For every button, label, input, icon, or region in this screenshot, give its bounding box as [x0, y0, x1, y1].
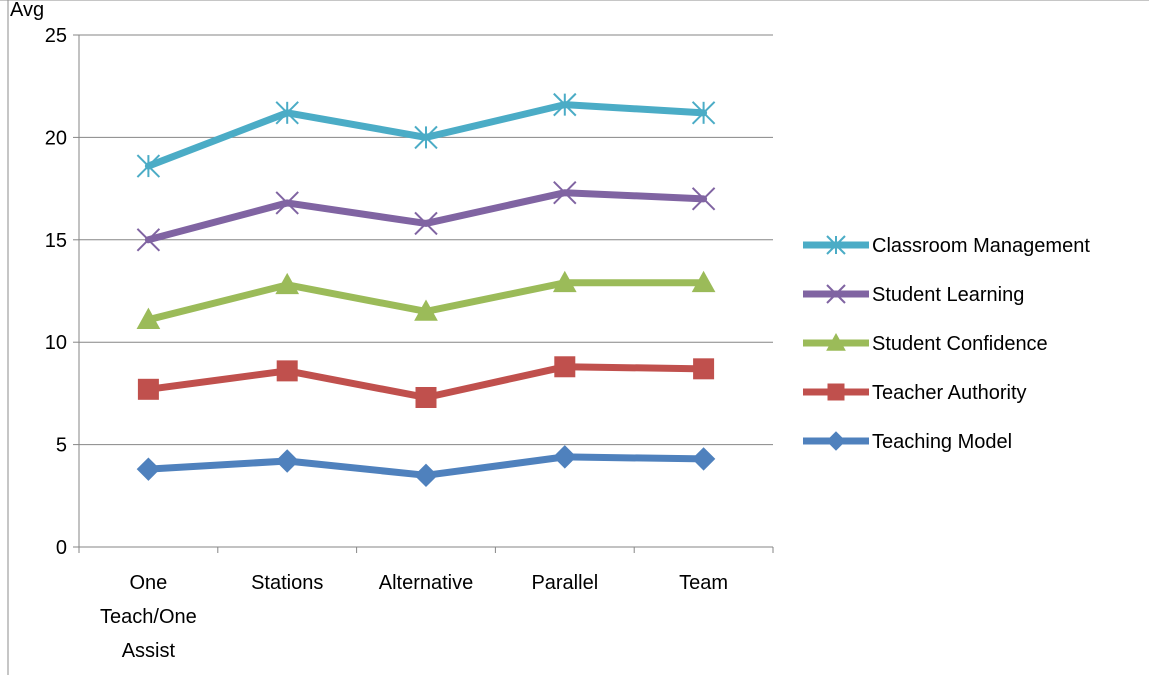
data-point: [414, 125, 438, 150]
legend-entry: Student Confidence: [803, 332, 1048, 355]
legend-label: Student Confidence: [872, 333, 1048, 355]
series-line: [144, 189, 708, 244]
legend-label: Teacher Authority: [872, 382, 1027, 404]
data-point: [136, 457, 161, 481]
legend-entry: Student Learning: [803, 284, 1024, 306]
data-point: [275, 191, 299, 215]
x-tick-label-line: Teach/One: [100, 606, 197, 628]
legend-entry: Teacher Authority: [803, 382, 1027, 404]
x-tick-label-line: Stations: [251, 572, 323, 594]
legend: Classroom Management Student Learning Stud…: [803, 235, 1090, 453]
y-tick-label: 15: [45, 230, 67, 252]
data-point: [691, 187, 716, 211]
data-point: [691, 447, 716, 471]
x-tick-label: Stations: [251, 572, 323, 594]
data-point: [554, 356, 576, 378]
legend-label: Classroom Management: [872, 235, 1090, 257]
x-tick-label-line: Assist: [122, 640, 176, 662]
x-tick-label-line: Team: [679, 572, 728, 594]
series-2: [136, 270, 716, 329]
y-tick-label: 0: [56, 537, 67, 559]
y-tick-label: 25: [45, 25, 67, 47]
legend-marker: [826, 284, 846, 304]
data-point: [275, 272, 300, 295]
data-point: [275, 449, 299, 473]
legend-entry: Classroom Management: [803, 235, 1090, 257]
x-tick-label: Team: [679, 572, 728, 594]
legend-marker: [826, 332, 846, 351]
legend-label: Student Learning: [872, 284, 1024, 306]
legend-marker: [827, 383, 845, 401]
data-point: [136, 307, 161, 329]
data-point: [693, 358, 715, 380]
x-tick-label-line: One: [129, 572, 167, 594]
x-tick-label-line: Parallel: [531, 572, 598, 594]
series-0: [136, 92, 716, 178]
legend-entry: Teaching Model: [803, 431, 1012, 453]
data-point: [275, 101, 299, 125]
data-point: [136, 154, 161, 178]
data-point: [691, 101, 716, 125]
series-group: [136, 92, 716, 488]
data-point: [414, 299, 438, 321]
data-point: [414, 211, 438, 236]
data-point: [552, 270, 577, 293]
data-point: [414, 463, 438, 488]
y-tick-label: 5: [56, 435, 67, 457]
y-tick-label: 20: [45, 127, 67, 149]
data-point: [553, 180, 577, 205]
chart-title: Avg: [10, 0, 44, 21]
data-point: [691, 270, 716, 293]
data-point: [137, 378, 159, 400]
x-tick-label: Parallel: [531, 572, 598, 594]
x-tick-label: Alternative: [379, 572, 474, 594]
axes: [78, 35, 773, 548]
series-1: [136, 180, 716, 252]
data-point: [136, 228, 161, 252]
y-tick-label: 10: [45, 332, 67, 354]
x-tick-label-line: Alternative: [379, 572, 474, 594]
legend-marker: [826, 235, 846, 255]
data-point: [553, 92, 577, 117]
data-point: [276, 360, 298, 382]
x-tick-label: One Teach/One Assist: [100, 572, 197, 662]
y-axis-ticks: 0 5 10 15 20 25: [45, 25, 79, 559]
series-3: [137, 356, 715, 408]
data-point: [415, 386, 437, 408]
x-axis-ticks: One Teach/One Assist Stations Alternative Par…: [78, 547, 774, 662]
legend-label: Teaching Model: [872, 431, 1012, 453]
series-4: [136, 445, 716, 488]
data-point: [553, 445, 577, 469]
legend-marker: [826, 431, 846, 451]
